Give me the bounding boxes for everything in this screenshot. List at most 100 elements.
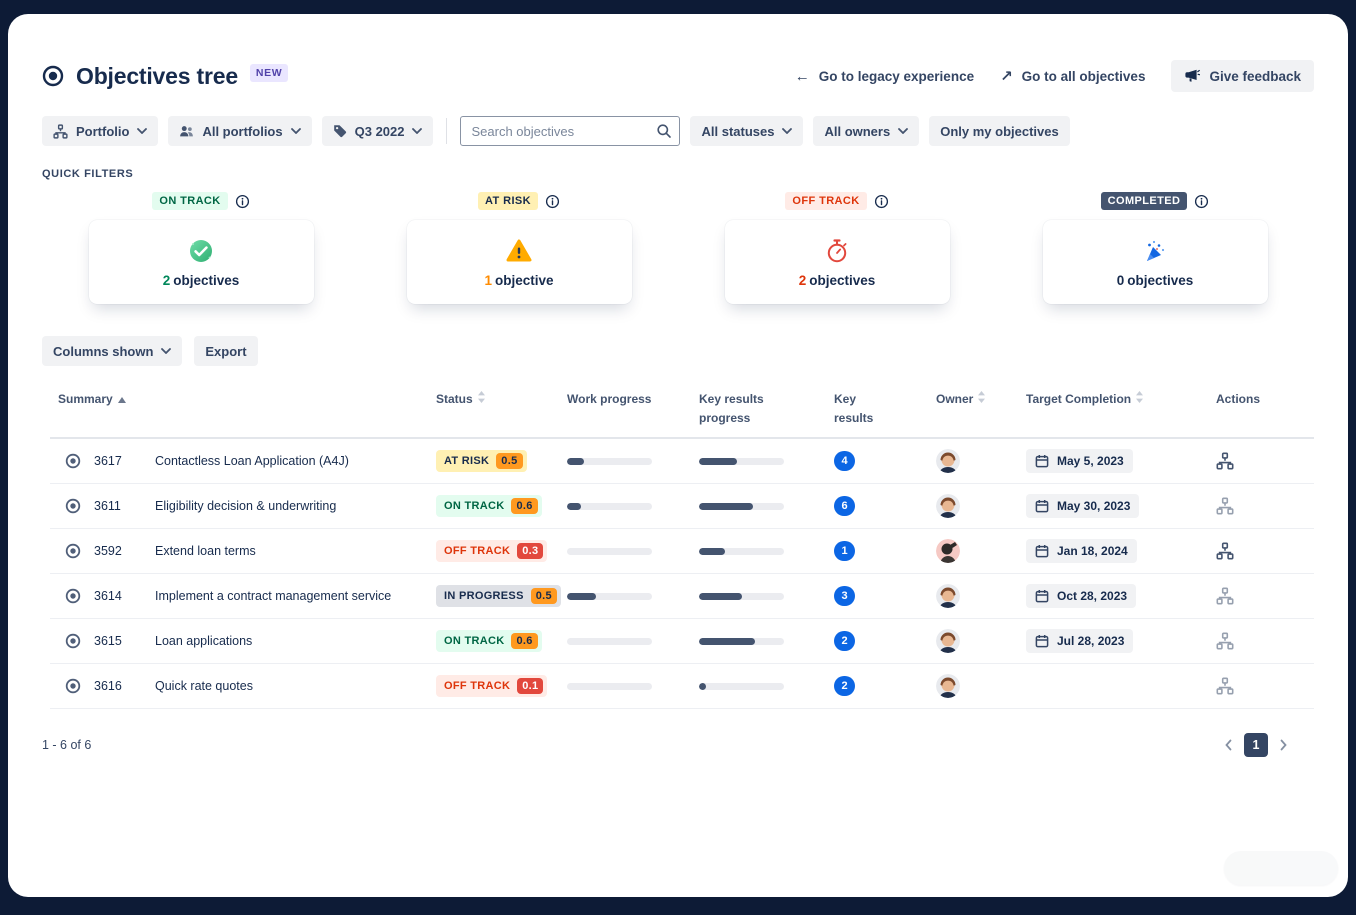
- pagination: 1 - 6 of 6 1: [42, 733, 1314, 758]
- column-header-target-completion[interactable]: Target Completion: [1020, 380, 1210, 415]
- key-results-count-badge: 2: [834, 631, 855, 652]
- megaphone-icon: [1184, 68, 1201, 84]
- objective-count: 0 objectives: [1116, 272, 1194, 288]
- objective-summary[interactable]: Extend loan terms: [155, 544, 256, 559]
- objective-summary[interactable]: Loan applications: [155, 634, 253, 649]
- new-badge: NEW: [249, 63, 289, 82]
- status-value: 0.5: [530, 588, 557, 605]
- objective-summary[interactable]: Implement a contract management service: [155, 589, 392, 604]
- legacy-experience-link[interactable]: ← Go to legacy experience: [794, 67, 975, 85]
- quick-filter-card-at-risk[interactable]: 1 objective: [406, 220, 632, 304]
- columns-shown-dropdown[interactable]: Columns shown: [42, 336, 183, 366]
- quick-filter-card-on-track[interactable]: 2 objectives: [88, 220, 314, 304]
- key-results-progress-bar: [699, 457, 784, 465]
- calendar-icon: [1035, 454, 1049, 468]
- calendar-icon: [1035, 499, 1049, 513]
- quick-filter-card-completed[interactable]: 0 objectives: [1042, 220, 1268, 304]
- status-badge: OFF TRACK 0.1: [436, 675, 548, 698]
- page-title: Objectives tree: [76, 62, 238, 89]
- calendar-icon: [1035, 634, 1049, 648]
- objective-count: 1 objective: [484, 272, 554, 288]
- target-date-chip[interactable]: Oct 28, 2023: [1026, 584, 1137, 609]
- target-date-chip[interactable]: May 30, 2023: [1026, 494, 1140, 519]
- target-date-chip[interactable]: May 5, 2023: [1026, 449, 1133, 474]
- objective-summary[interactable]: Contactless Loan Application (A4J): [155, 454, 349, 469]
- tag-icon: [333, 124, 347, 138]
- quick-filter: AT RISK 1 objective: [360, 192, 678, 304]
- quick-filter-card-off-track[interactable]: 2 objectives: [724, 220, 950, 304]
- objective-id: 3616: [94, 679, 122, 694]
- column-header-summary[interactable]: Summary: [50, 380, 436, 415]
- search-input[interactable]: [460, 116, 681, 146]
- owner-avatar: [936, 584, 960, 609]
- column-header-owner[interactable]: Owner: [926, 380, 1020, 415]
- objective-summary[interactable]: Quick rate quotes: [155, 679, 253, 694]
- objective-bullseye-icon: [65, 498, 81, 514]
- status-value: 0.6: [511, 633, 538, 650]
- objective-row-3615[interactable]: 3615 Loan applications ON TRACK 0.6 2: [50, 619, 1314, 665]
- owner-avatar: [936, 539, 960, 564]
- info-icon[interactable]: [545, 194, 560, 209]
- objective-row-3616[interactable]: 3616 Quick rate quotes OFF TRACK 0.1 2: [50, 664, 1314, 710]
- key-results-progress-bar: [699, 682, 784, 690]
- objective-row-3611[interactable]: 3611 Eligibility decision & underwriting…: [50, 484, 1314, 530]
- hierarchy-icon: [53, 123, 68, 139]
- objective-row-3617[interactable]: 3617 Contactless Loan Application (A4J) …: [50, 439, 1314, 485]
- objective-bullseye-icon: [65, 543, 81, 559]
- info-icon[interactable]: [235, 194, 250, 209]
- info-icon[interactable]: [874, 194, 889, 209]
- all-owners-dropdown[interactable]: All owners: [813, 116, 920, 146]
- column-header-actions: Actions: [1216, 392, 1261, 406]
- status-value: 0.3: [517, 543, 544, 560]
- actions-tree-icon[interactable]: [1216, 542, 1234, 560]
- only-my-objectives-button[interactable]: Only my objectives: [929, 116, 1070, 146]
- work-progress-bar: [567, 457, 652, 465]
- export-button[interactable]: Export: [194, 336, 258, 366]
- work-progress-bar: [567, 637, 652, 645]
- owner-avatar: [936, 674, 960, 699]
- actions-tree-icon[interactable]: [1216, 677, 1234, 695]
- target-date: May 5, 2023: [1057, 454, 1124, 469]
- quick-filter: OFF TRACK 2 objectives: [678, 192, 996, 304]
- status-badge: ON TRACK 0.6: [436, 495, 542, 518]
- key-results-progress-bar: [699, 547, 784, 555]
- objective-bullseye-icon: [65, 453, 81, 469]
- info-icon[interactable]: [1194, 194, 1209, 209]
- previous-page-chevron[interactable]: [1222, 738, 1236, 752]
- target-date-chip[interactable]: Jan 18, 2024: [1026, 539, 1137, 564]
- warning-triangle-icon: [505, 237, 533, 265]
- key-results-count-badge: 3: [834, 586, 855, 607]
- all-objectives-link[interactable]: ↗ Go to all objectives: [1000, 68, 1146, 85]
- current-page-button[interactable]: 1: [1244, 733, 1268, 758]
- actions-tree-icon[interactable]: [1216, 452, 1234, 470]
- objective-row-3592[interactable]: 3592 Extend loan terms OFF TRACK 0.3 1: [50, 529, 1314, 575]
- objective-id: 3617: [94, 454, 122, 469]
- all-portfolios-dropdown[interactable]: All portfolios: [168, 116, 312, 146]
- objective-row-3614[interactable]: 3614 Implement a contract management ser…: [50, 574, 1314, 620]
- target-date-chip[interactable]: Jul 28, 2023: [1026, 629, 1134, 654]
- quarter-dropdown[interactable]: Q3 2022: [321, 116, 434, 146]
- objective-summary[interactable]: Eligibility decision & underwriting: [155, 499, 337, 514]
- party-popper-icon: [1141, 237, 1169, 265]
- status-lozenge: COMPLETED: [1100, 192, 1188, 210]
- actions-tree-icon[interactable]: [1216, 632, 1234, 650]
- next-page-chevron[interactable]: [1276, 738, 1290, 752]
- sort-icon: [978, 390, 986, 409]
- give-feedback-button[interactable]: Give feedback: [1171, 60, 1314, 92]
- actions-tree-icon[interactable]: [1216, 497, 1234, 515]
- status-value: 0.1: [517, 678, 544, 695]
- column-header-key-results-progress: Key results progress: [699, 392, 764, 425]
- column-header-key-results: Key results: [834, 392, 874, 425]
- chevron-down-icon: [290, 128, 301, 134]
- actions-tree-icon[interactable]: [1216, 587, 1234, 605]
- quick-filter: COMPLETED 0 objectives: [996, 192, 1314, 304]
- sort-icon: [1136, 390, 1144, 409]
- column-header-status[interactable]: Status: [436, 380, 567, 415]
- objectives-table: Summary Status Work progress Key results…: [50, 380, 1314, 710]
- objective-bullseye-icon: [65, 588, 81, 604]
- all-statuses-dropdown[interactable]: All statuses: [690, 116, 804, 146]
- portfolio-dropdown[interactable]: Portfolio: [42, 116, 159, 146]
- status-lozenge: ON TRACK: [152, 192, 228, 210]
- stopwatch-icon: [823, 237, 851, 265]
- pagination-range: 1 - 6 of 6: [42, 738, 92, 753]
